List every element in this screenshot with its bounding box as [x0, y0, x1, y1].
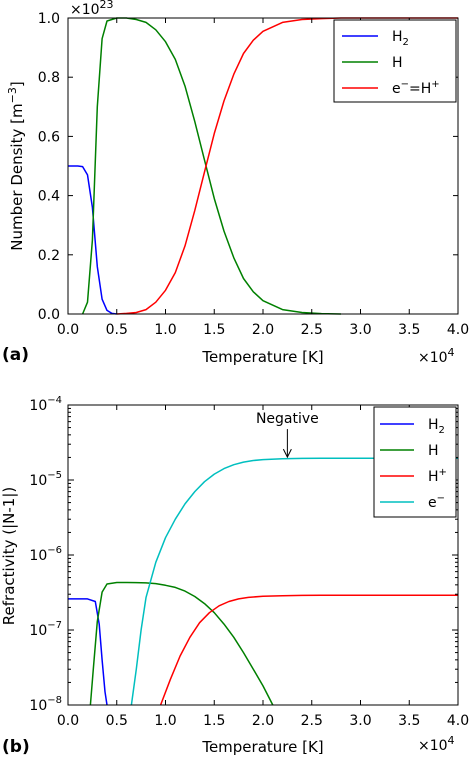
panel-a-xtick-label: 2.5: [301, 322, 323, 338]
panel-b-xtick-label: 3.5: [398, 713, 420, 729]
panel-b-xtick-label: 2.5: [301, 713, 323, 729]
panel-b-series-line-3: [130, 457, 458, 706]
panel-b-x-multiplier: ×104: [418, 734, 455, 754]
panel-b-xtick-label: 2.0: [252, 713, 274, 729]
panel-a-ytick-label: 0.2: [38, 248, 60, 264]
panel-a-series-line-0: [68, 165, 117, 315]
panel-b-xtick-label: 4.0: [447, 713, 469, 729]
panel-b-xtick-label: 1.0: [154, 713, 176, 729]
panel-a-xtick-label: 3.5: [398, 322, 420, 338]
panel-b-series: [68, 457, 458, 706]
panel-a-y-multiplier: ×1023: [70, 0, 114, 18]
panel-a-xtick-label: 1.5: [203, 322, 225, 338]
panel-a-ytick-label: 0.0: [38, 307, 60, 323]
panel-b-ytick-label: 10−5: [29, 470, 62, 489]
panel-b-series-line-2: [159, 594, 458, 706]
panel-a-series-line-1: [81, 17, 342, 315]
panel-a-xtick-label: 3.0: [349, 322, 371, 338]
panel-b-ytick-label: 10−6: [29, 545, 62, 564]
panel-b-xtick-label: 1.5: [203, 713, 225, 729]
panel-a-ticks: 0.0 0.5 1.0 1.5 2.0 2.5 3.0 3.5 4.0 0.0 0.2 0.4 0.6 0…: [38, 11, 469, 338]
panel-a-xtick-label: 4.0: [447, 322, 469, 338]
panel-b-series-line-0: [68, 598, 108, 706]
panel-b-xtick-label: 0.0: [57, 713, 79, 729]
panel-b-ytick-label: 10−7: [29, 620, 62, 639]
panel-b-series-line-1: [89, 581, 274, 706]
negative-arrow-head: [282, 448, 292, 459]
panel-b-legend-box: [373, 406, 457, 518]
panel-a-xtick-label: 0.5: [106, 322, 128, 338]
panel-b: 0.0 0.5 1.0 1.5 2.0 2.5 3.0 3.5 4.0 10−8 10−7 10−6 1…: [0, 395, 469, 757]
panel-a-label: (a): [2, 345, 29, 365]
negative-label: Negative: [256, 411, 319, 427]
panel-b-legend-label-h: H: [428, 443, 439, 459]
panel-b-ylabel: Refractivity (|N-1|): [0, 487, 18, 625]
panel-a-ylabel: Number Density [m−3]: [6, 81, 26, 250]
panel-b-label: (b): [2, 737, 30, 757]
negative-annotation: Negative: [256, 411, 319, 459]
panel-a-xtick-label: 2.0: [252, 322, 274, 338]
panel-b-xtick-label: 3.0: [349, 713, 371, 729]
panel-a-xlabel: Temperature [K]: [201, 348, 323, 366]
panel-a-legend-label-h: H: [392, 55, 403, 71]
panel-b-xlabel: Temperature [K]: [201, 738, 323, 756]
panel-a-xtick-label: 0.0: [57, 322, 79, 338]
panel-a-x-multiplier: ×104: [418, 346, 455, 366]
panel-a-ytick-label: 0.6: [38, 129, 60, 145]
panel-a-ytick-label: 1.0: [38, 11, 60, 27]
panel-b-ytick-label: 10−4: [29, 395, 62, 414]
panel-a: 0.0 0.5 1.0 1.5 2.0 2.5 3.0 3.5 4.0 0.0 0.2 0.4 0.6 0…: [2, 0, 469, 366]
panel-a-ytick-label: 0.4: [38, 189, 60, 205]
panel-b-ytick-label: 10−8: [29, 695, 62, 714]
panel-a-ytick-label: 0.8: [38, 70, 60, 86]
panel-a-xtick-label: 1.0: [154, 322, 176, 338]
panel-b-xtick-label: 0.5: [106, 713, 128, 729]
